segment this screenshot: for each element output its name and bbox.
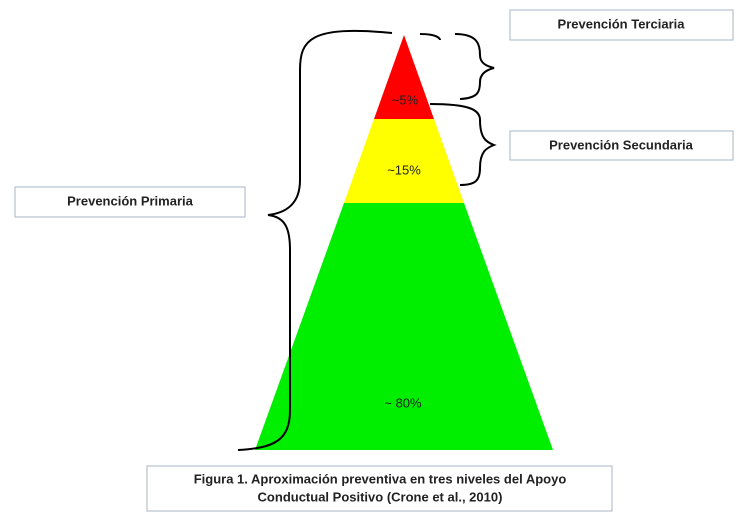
- tier-yellow: [344, 119, 464, 203]
- label-primary: Prevención Primaria: [67, 193, 193, 208]
- level-label: ~5%: [392, 92, 419, 107]
- label-box: [14, 186, 246, 218]
- tier-red: [374, 35, 434, 119]
- label-tertiary: Prevención Terciaria: [558, 16, 686, 31]
- caption-line: Conductual Positivo (Crone et al., 2010): [258, 489, 503, 504]
- label-box: [509, 9, 734, 41]
- level-label: ~15%: [387, 162, 421, 177]
- caption-line: Figura 1. Aproximación preventiva en tre…: [194, 471, 567, 486]
- brace-tertiary: [419, 33, 495, 100]
- label-box: [509, 130, 734, 161]
- label-secondary: Prevención Secundaria: [549, 137, 694, 152]
- caption-box: [146, 465, 613, 512]
- level-label: ~ 80%: [384, 395, 422, 410]
- brace-secondary: [429, 103, 497, 186]
- brace-primary: [237, 29, 393, 451]
- tier-green: [255, 203, 553, 450]
